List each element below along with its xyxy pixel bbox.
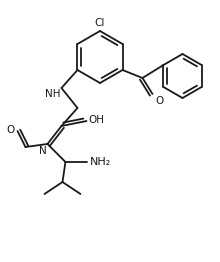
Text: NH: NH bbox=[45, 89, 60, 99]
Text: OH: OH bbox=[88, 115, 104, 125]
Text: O: O bbox=[6, 125, 15, 135]
Text: NH₂: NH₂ bbox=[90, 157, 111, 167]
Text: Cl: Cl bbox=[95, 18, 105, 28]
Text: N: N bbox=[39, 146, 46, 156]
Text: O: O bbox=[156, 96, 164, 106]
